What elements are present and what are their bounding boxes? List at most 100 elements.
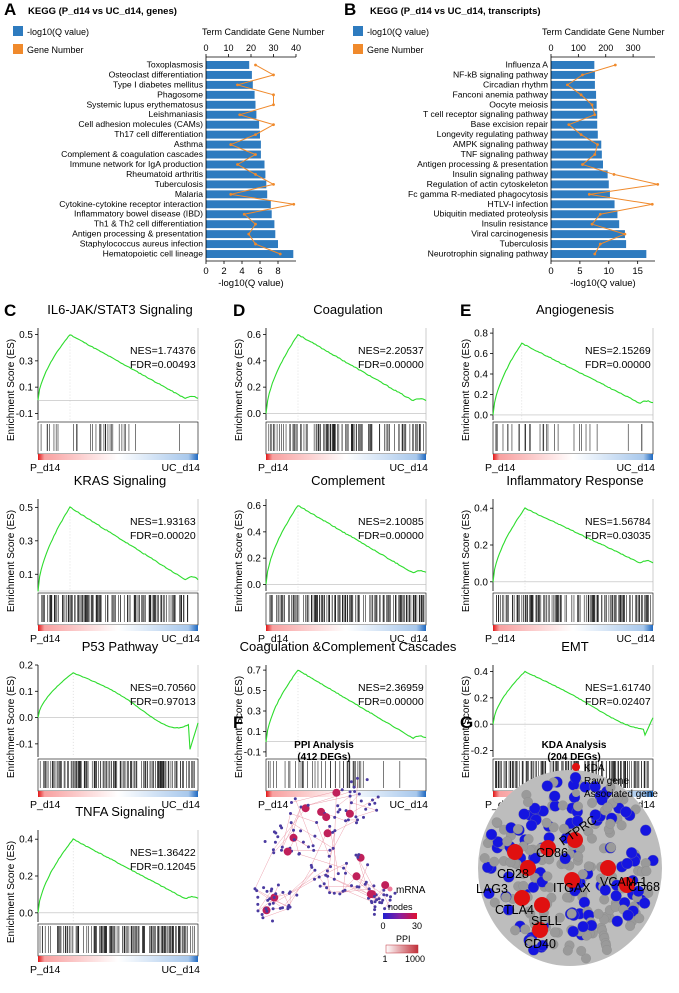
ppi-node <box>383 907 387 911</box>
ppi-node <box>357 792 361 796</box>
y-tick-label: -0.1 <box>244 747 262 758</box>
ppi-node <box>372 895 376 898</box>
category-label-B: Antigen processing & presentation <box>417 159 548 169</box>
ppi-node <box>325 886 329 890</box>
ppi-edge <box>384 899 391 909</box>
ppi-node <box>365 778 369 782</box>
bar-B <box>551 100 597 109</box>
gene-number-point <box>587 192 591 196</box>
ppi-node <box>367 887 371 891</box>
associated-gene-node <box>479 853 490 864</box>
kda-legend-label: Raw gene <box>584 776 629 787</box>
y-tick-label: 0.2 <box>474 541 488 552</box>
gene-number-point <box>236 163 239 166</box>
associated-gene-node <box>581 953 591 964</box>
ppi-node <box>325 869 329 873</box>
category-label-A: Toxoplasmosis <box>147 59 203 69</box>
associated-gene-node <box>599 894 610 905</box>
ppi-node <box>287 891 291 895</box>
ppi-node <box>354 815 358 819</box>
gsea-title-D3: Coagulation &Complement Cascades <box>240 639 457 654</box>
bar-B <box>551 200 615 209</box>
raw-gene-node <box>577 920 589 933</box>
ppi-node <box>387 904 391 908</box>
ppi-edge <box>351 793 360 803</box>
associated-gene-node <box>605 818 616 829</box>
ppi-node <box>355 821 358 825</box>
category-label-B: Influenza A <box>505 59 548 69</box>
bottom-tick-label: 4 <box>239 266 244 277</box>
ppi-edge <box>334 879 382 903</box>
ppi-node <box>377 897 381 901</box>
kda-gene-label: CD86 <box>536 846 568 860</box>
bar-B <box>551 210 618 219</box>
y-axis-label: Enrichment Score (ES) <box>6 510 17 612</box>
ppi-edge <box>254 849 274 889</box>
ppi-node <box>345 809 354 818</box>
y-tick-label: 0.1 <box>19 383 33 394</box>
ppi-edge <box>358 864 368 888</box>
fdr-value: FDR=0.00493 <box>130 359 196 371</box>
ppi-node <box>368 802 372 806</box>
category-label-A: Osteoclast differentiation <box>109 69 204 79</box>
nes-value: NES=1.93163 <box>130 516 196 528</box>
category-label-B: Oocyte meiosis <box>489 99 548 109</box>
ppi-node <box>327 854 331 858</box>
ppi-node <box>271 901 275 905</box>
rank-gradient <box>38 625 198 631</box>
associated-gene-node <box>612 793 623 804</box>
raw-gene-node <box>611 915 623 927</box>
ppi-node <box>356 776 359 780</box>
gene-number-point <box>272 93 275 97</box>
ppi-node <box>340 788 344 792</box>
left-group-label: P_d14 <box>485 462 516 474</box>
category-label-B: AMPK signaling pathway <box>453 139 549 149</box>
kda-legend-dot <box>572 776 580 784</box>
fdr-value: FDR=0.00000 <box>358 530 424 542</box>
category-label-B: Tuberculosis <box>500 239 548 249</box>
y-tick-label: 0.3 <box>247 707 261 718</box>
kda-node <box>520 860 536 876</box>
left-group-label: P_d14 <box>485 633 516 645</box>
ppi-node <box>328 891 332 895</box>
y-tick-label: 0.5 <box>19 330 33 341</box>
bar-A <box>206 210 272 219</box>
associated-gene-node <box>554 912 565 923</box>
ppi-edge <box>334 792 337 831</box>
gene-number-point <box>254 173 257 176</box>
associated-gene-node <box>602 802 613 813</box>
gene-number-point <box>581 163 584 166</box>
ppi-node <box>265 889 269 893</box>
ppi-node <box>382 888 386 892</box>
nes-value: NES=2.20537 <box>358 345 424 357</box>
kda-node <box>507 844 523 860</box>
bar-B <box>551 61 595 69</box>
ppi-node <box>262 886 266 890</box>
ppi-node <box>331 846 335 850</box>
y-tick-label: 0.3 <box>19 536 33 547</box>
ppi-max-label: 1000 <box>405 954 425 964</box>
ppi-node <box>293 797 297 801</box>
ppi-node <box>263 840 267 843</box>
ppi-node <box>342 866 346 870</box>
rank-gradient <box>38 454 198 460</box>
kegg-title-A: KEGG (P_d14 vs UC_d14, genes) <box>28 6 177 17</box>
ppi-edge <box>356 876 384 896</box>
y-tick-label: 0.2 <box>474 693 488 704</box>
associated-gene-node <box>562 892 572 903</box>
y-tick-label: 0.0 <box>19 713 33 724</box>
kda-legend-dot <box>572 763 580 771</box>
es-curve <box>265 505 427 585</box>
bar-B <box>551 150 602 159</box>
category-label-B: TNF signaling pathway <box>461 149 549 159</box>
gene-number-point <box>613 63 617 67</box>
rank-gradient <box>493 625 653 631</box>
ppi-node <box>331 830 335 834</box>
ppi-edge <box>287 867 313 908</box>
category-label-B: Base excision repair <box>471 119 549 129</box>
ppi-node <box>371 798 374 802</box>
right-group-label: UC_d14 <box>161 799 200 811</box>
mrna-legend-dot <box>387 886 393 892</box>
left-group-label: P_d14 <box>30 964 61 976</box>
y-tick-label: 0.4 <box>474 370 488 381</box>
